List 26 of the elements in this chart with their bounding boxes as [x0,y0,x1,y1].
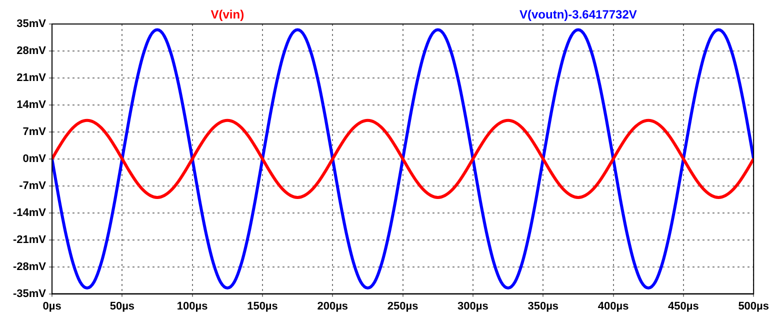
y-tick-label: -14mV [12,206,47,219]
x-tick-label: 500µs [738,300,769,312]
x-tick-label: 400µs [598,300,629,312]
y-tick-label: -35mV [12,288,47,300]
x-tick-label: 450µs [668,300,699,312]
y-tick-label: 35mV [16,18,47,30]
y-tick-label: 0mV [22,152,47,165]
x-tick-label: 0µs [42,300,62,312]
y-tick-label: -7mV [19,180,47,192]
x-tick-label: 150µs [247,300,278,312]
y-tick-label: 14mV [16,98,47,111]
x-tick-label: 300µs [458,300,488,312]
y-tick-label: 21mV [16,72,47,84]
y-tick-label: 7mV [22,126,47,138]
y-tick-label: 28mV [16,45,47,58]
x-tick-label: 50µs [110,300,135,312]
y-tick-label: -28mV [12,260,47,273]
text: V(vin) [210,7,244,22]
x-tick-label: 200µs [317,300,348,312]
y-tick-label: -21mV [12,234,47,246]
line-series [52,118,754,199]
x-tick-label: 100µs [176,300,208,312]
line-series [52,28,754,290]
series-label: V(voutn)-3.6417732V [520,7,637,22]
x-tick-label: 350µs [528,300,559,312]
x-tick-label: 250µs [387,300,418,312]
